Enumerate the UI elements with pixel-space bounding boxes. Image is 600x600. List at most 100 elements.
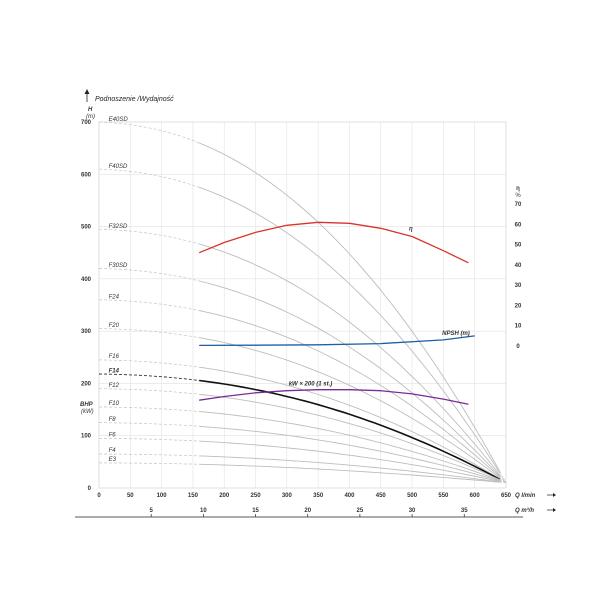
stage-curve-dashed [99, 388, 200, 395]
x-axis-label: Q l/min [515, 493, 536, 499]
second-axis-label: Q m³/h [515, 507, 534, 514]
y-left-unit: (m) [86, 114, 95, 120]
y-left-tick-label: 100 [81, 434, 92, 440]
stage-curve-label: E40SD [109, 117, 129, 123]
y-right-tick-label: 50 [515, 243, 522, 249]
x-tick-label: 100 [157, 493, 168, 499]
stage-curve-dashed [98, 422, 200, 427]
stage-curve [199, 186, 501, 474]
x-tick-label: 300 [282, 493, 293, 499]
stage-curve-dashed [98, 299, 200, 311]
stage-curve [199, 310, 501, 478]
stage-curve-tail [499, 477, 507, 484]
y-left-tick-label: 400 [81, 277, 92, 283]
y-left-tick-label: 300 [81, 329, 92, 335]
stage-curve-label: F24 [109, 294, 120, 300]
second-axis-tick-label: 20 [304, 508, 311, 514]
y-right-tick-label: 70 [515, 202, 522, 208]
stage-curve [199, 379, 501, 481]
series-label-kw: kW × 200 (1 st.) [289, 382, 333, 388]
stage-curve-dashed [98, 268, 200, 282]
stage-curve-label: F20 [109, 323, 120, 329]
y-right-tick-label: 30 [515, 283, 522, 289]
stage-curve-dashed [99, 453, 200, 457]
stage-curve-label: E3 [109, 457, 117, 463]
y-left-tick-label: 600 [81, 172, 92, 178]
stage-curve-label: F32SD [109, 224, 128, 230]
second-axis-tick-label: 10 [200, 508, 207, 514]
stage-curve-dashed [98, 228, 200, 245]
stage-curve-dashed [98, 373, 200, 381]
stage-curve-dashed [99, 406, 200, 412]
y-left-tick-label: 700 [81, 120, 92, 126]
stage-curve-dashed [98, 168, 200, 188]
stage-curve-tail [499, 475, 507, 484]
stage-curve [199, 455, 500, 483]
stage-curve [199, 142, 501, 472]
series-line [199, 335, 475, 347]
stage-curve-label: F16 [109, 354, 120, 360]
plot-frame [98, 121, 507, 489]
series-line [198, 221, 469, 264]
stage-curve [199, 440, 500, 482]
stage-curve-dashed [99, 462, 200, 465]
stage-curve-label: F30SD [109, 263, 128, 269]
stage-curves: E40SD F40SD F32SD F30SD F24 F20 F16 F14 F12 F10 F8… [98, 117, 507, 484]
stage-curve [199, 337, 500, 479]
y-right-label: η [516, 186, 520, 192]
y-left-tick-label: 500 [81, 225, 92, 231]
stage-curve [199, 425, 500, 482]
bhp-unit: (kW) [81, 409, 94, 415]
stage-curve [199, 243, 501, 476]
stage-curve-label: F6 [109, 432, 117, 438]
stage-curve [199, 411, 500, 481]
x-axis-arrow-head [553, 493, 556, 497]
second-axis-tick-label: 35 [461, 508, 468, 514]
title-text: Podnoszenie /Wydajność [95, 96, 174, 103]
x-tick-label: 600 [470, 493, 481, 499]
y-right-tick-label: 60 [515, 222, 522, 228]
stage-curve-label: F12 [109, 383, 120, 389]
x-tick-label: 250 [251, 493, 262, 499]
y-left-tick-label: 200 [81, 381, 92, 387]
y-right-tick-label: 0 [516, 344, 520, 350]
y-right-tick-label: 40 [515, 263, 522, 269]
y-right-tick-label: 20 [515, 303, 522, 309]
axes: 0100200300400500600700H(m)BHP(kW)0102030… [75, 107, 556, 518]
stage-curve [199, 463, 500, 483]
stage-curve-label: F40SD [109, 164, 128, 170]
stage-curve-label: F8 [109, 417, 117, 423]
stage-curve-tail [499, 478, 507, 484]
stage-curve-dashed [98, 359, 200, 368]
second-axis-tick-label: 15 [252, 508, 259, 514]
x-tick-label: 650 [501, 493, 512, 499]
y-left-label: H [88, 107, 93, 113]
second-axis-tick-label: 5 [150, 508, 154, 514]
y-right-unit: % [515, 193, 521, 199]
y-left-tick-label: 0 [88, 486, 92, 492]
x-tick-label: 350 [313, 493, 324, 499]
grid [98, 121, 507, 489]
x-tick-label: 200 [219, 493, 230, 499]
series-curves: η NPSH (m) kW × 200 (1 st.) [198, 221, 475, 405]
second-axis-tick-label: 25 [357, 508, 364, 514]
stage-curve-label: F14 [109, 368, 120, 374]
series-label-npsh: NPSH (m) [442, 331, 470, 337]
y-right-tick-label: 10 [515, 324, 522, 330]
x-tick-label: 450 [376, 493, 387, 499]
stage-curve-dashed [98, 437, 200, 442]
chart-title: Podnoszenie /Wydajność [84, 89, 174, 103]
series-label-eta: η [409, 226, 413, 232]
stage-curve-dashed [98, 121, 200, 144]
stage-curve-label: F4 [109, 448, 117, 454]
stage-curve-tail [499, 474, 507, 483]
second-axis-arrow-head [553, 508, 556, 512]
bhp-label: BHP [80, 402, 94, 408]
stage-curve-tail [499, 481, 507, 484]
second-axis-tick-label: 30 [409, 508, 416, 514]
x-tick-label: 550 [438, 493, 449, 499]
x-tick-label: 150 [188, 493, 199, 499]
x-tick-label: 500 [407, 493, 418, 499]
x-tick-label: 0 [97, 493, 101, 499]
